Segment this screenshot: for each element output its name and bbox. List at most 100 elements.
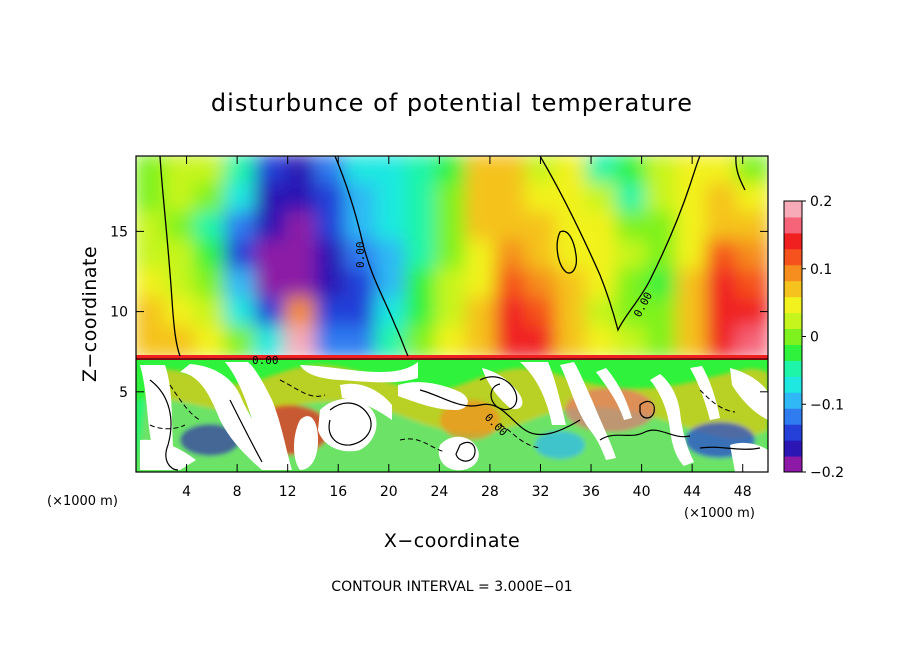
- field-cell: [585, 297, 620, 330]
- y-tick-label: 15: [110, 224, 128, 240]
- x-tick-label: 24: [430, 484, 448, 500]
- field-cell: [615, 239, 650, 273]
- field-cell: [675, 325, 710, 359]
- field-cell: [164, 182, 199, 216]
- field-cell: [194, 156, 229, 187]
- field-cell: [344, 297, 379, 330]
- field-cell: [435, 156, 470, 187]
- colorbar-swatch: [784, 440, 802, 457]
- field-cell: [344, 182, 379, 216]
- field-cell: [136, 239, 169, 273]
- field-cell: [555, 268, 590, 302]
- field-cell: [435, 268, 470, 302]
- field-cell: [194, 182, 229, 216]
- colorbar-swatch: [784, 360, 802, 377]
- field-cell: [585, 156, 620, 187]
- field-cell: [164, 156, 199, 187]
- field-cell: [495, 182, 530, 216]
- colorbar-swatch: [784, 424, 802, 441]
- field-cell: [284, 239, 319, 273]
- field-cell: [374, 156, 409, 187]
- colorbar-swatch: [784, 456, 802, 473]
- y-tick-label: 5: [119, 385, 128, 401]
- colorbar-swatch: [784, 328, 802, 345]
- colorbar: 0.2 0.1 0 −0.1 −0.2: [783, 194, 844, 481]
- field-cell: [555, 182, 590, 216]
- colorbar-swatch: [784, 296, 802, 314]
- x-tick-label: 4: [182, 484, 191, 500]
- field-cell: [284, 268, 319, 302]
- field-cell: [645, 182, 680, 216]
- field-cell: [254, 297, 289, 330]
- colorbar-swatch: [784, 201, 802, 218]
- field-cell: [284, 156, 319, 187]
- field-cell: [314, 325, 349, 359]
- field-cell: [675, 211, 710, 244]
- colorbar-swatch: [784, 280, 802, 298]
- field-cell: [555, 239, 590, 273]
- field-cell: [645, 268, 680, 302]
- field-cell: [164, 211, 199, 244]
- y-tick-label: 10: [110, 305, 128, 321]
- field-cell: [615, 156, 650, 187]
- field-cell: [645, 325, 680, 359]
- y-unit-label: (×1000 m): [47, 494, 118, 509]
- colorbar-swatch: [784, 248, 802, 266]
- x-tick-label: 28: [481, 484, 499, 500]
- field-cell: [585, 325, 620, 359]
- field-cell: [194, 239, 229, 273]
- y-axis-ticks: 5 10 15: [110, 224, 768, 401]
- field-cell: [224, 268, 259, 302]
- field-cell: [374, 211, 409, 244]
- field-cell: [136, 268, 169, 302]
- field-cell: [164, 297, 199, 330]
- field-cell: [735, 182, 768, 216]
- field-cell: [344, 268, 379, 302]
- turbulent-layer: [136, 359, 768, 472]
- field-cell: [374, 182, 409, 216]
- field-cell: [735, 211, 768, 244]
- field-cell: [435, 325, 470, 359]
- field-cell: [465, 239, 500, 273]
- field-cell: [136, 325, 169, 359]
- x-tick-label: 12: [279, 484, 297, 500]
- field-cell: [585, 239, 620, 273]
- field-cell: [465, 268, 500, 302]
- field-cell: [735, 325, 768, 359]
- field-cell: [705, 156, 740, 187]
- colorbar-swatch: [784, 312, 802, 330]
- field-cell: [525, 297, 560, 330]
- field-cell: [254, 211, 289, 244]
- field-cell: [735, 268, 768, 302]
- upper-field: [136, 156, 768, 359]
- field-cell: [136, 156, 169, 187]
- field-cell: [314, 211, 349, 244]
- x-unit-label: (×1000 m): [684, 506, 755, 521]
- field-cell: [495, 239, 530, 273]
- field-cell: [314, 239, 349, 273]
- field-cell: [404, 211, 439, 244]
- zero-contours: [159, 156, 746, 357]
- colorbar-swatch: [784, 408, 802, 425]
- field-cell: [254, 239, 289, 273]
- field-cell: [194, 268, 229, 302]
- field-cell: [615, 325, 650, 359]
- field-cell: [314, 182, 349, 216]
- field-cell: [224, 156, 259, 187]
- field-cell: [314, 156, 349, 187]
- field-cell: [284, 325, 319, 359]
- field-cell: [645, 239, 680, 273]
- contour-label-3: 0.00: [252, 354, 279, 367]
- field-cell: [645, 156, 680, 187]
- field-cell: [164, 268, 199, 302]
- field-cell: [254, 268, 289, 302]
- inversion-band: [136, 355, 768, 360]
- field-cell: [224, 182, 259, 216]
- field-cell: [465, 156, 500, 187]
- field-cell: [404, 325, 439, 359]
- field-cell: [525, 325, 560, 359]
- plot-frame: [135, 155, 769, 473]
- field-cell: [525, 211, 560, 244]
- colorbar-tick-label: 0: [810, 330, 819, 346]
- field-cell: [435, 211, 470, 244]
